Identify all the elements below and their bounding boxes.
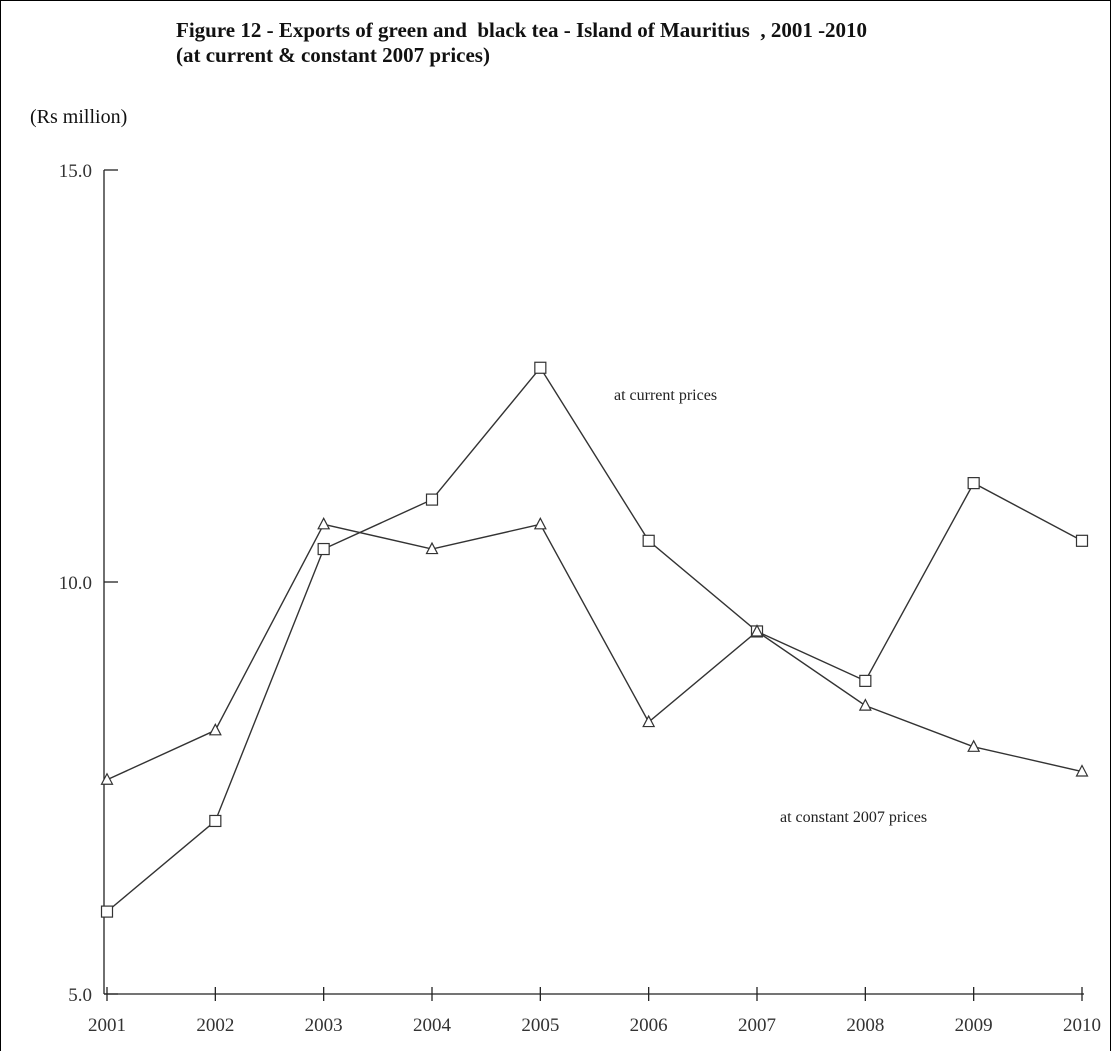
x-tick-label: 2002: [196, 1015, 234, 1036]
data-point-current-prices: [967, 477, 980, 490]
data-point-constant-prices: [858, 698, 872, 711]
y-tick-label: 15.0: [59, 161, 92, 182]
data-point-current-prices: [425, 493, 439, 506]
chart-title-line-1: Figure 12 - Exports of green and black t…: [176, 18, 868, 42]
chart-title-line-2: (at current & constant 2007 prices): [176, 43, 490, 67]
series-label-constant-prices: at constant 2007 prices: [780, 809, 927, 826]
data-point-constant-prices: [642, 714, 656, 728]
data-point-constant-prices: [533, 517, 547, 530]
x-tick-label: 2004: [413, 1015, 452, 1036]
data-point-current-prices: [1075, 534, 1089, 547]
y-tick-label: 10.0: [59, 573, 92, 594]
data-point-constant-prices: [317, 517, 331, 530]
data-point-current-prices: [317, 542, 330, 556]
series-line-current-prices: [106, 366, 1083, 913]
series-line-constant-prices: [106, 523, 1083, 781]
y-axis-unit-label: (Rs million): [30, 106, 128, 128]
x-tick-label: 2009: [955, 1015, 993, 1036]
data-point-constant-prices: [967, 739, 981, 752]
x-tick-label: 2005: [521, 1015, 559, 1036]
data-point-current-prices: [859, 674, 872, 687]
data-point-current-prices: [100, 905, 114, 918]
data-point-constant-prices: [100, 772, 114, 785]
x-tick-label: 2001: [88, 1015, 126, 1036]
data-point-constant-prices: [425, 541, 439, 555]
data-point-current-prices: [642, 534, 655, 547]
x-tick-label: 2008: [846, 1015, 884, 1036]
data-point-constant-prices: [208, 723, 222, 736]
data-point-current-prices: [534, 361, 547, 374]
data-point-current-prices: [209, 814, 222, 828]
x-tick-label: 2006: [630, 1015, 668, 1036]
x-tick-label: 2010: [1063, 1015, 1101, 1036]
data-point-constant-prices: [1075, 764, 1089, 777]
data-point-constant-prices: [750, 624, 764, 637]
chart-title: Figure 12 - Exports of green and black t…: [176, 18, 1096, 68]
series-label-current-prices: at current prices: [614, 387, 717, 404]
y-tick-label: 5.0: [68, 985, 92, 1006]
x-tick-label: 2007: [738, 1015, 776, 1036]
x-tick-label: 2003: [305, 1015, 343, 1036]
